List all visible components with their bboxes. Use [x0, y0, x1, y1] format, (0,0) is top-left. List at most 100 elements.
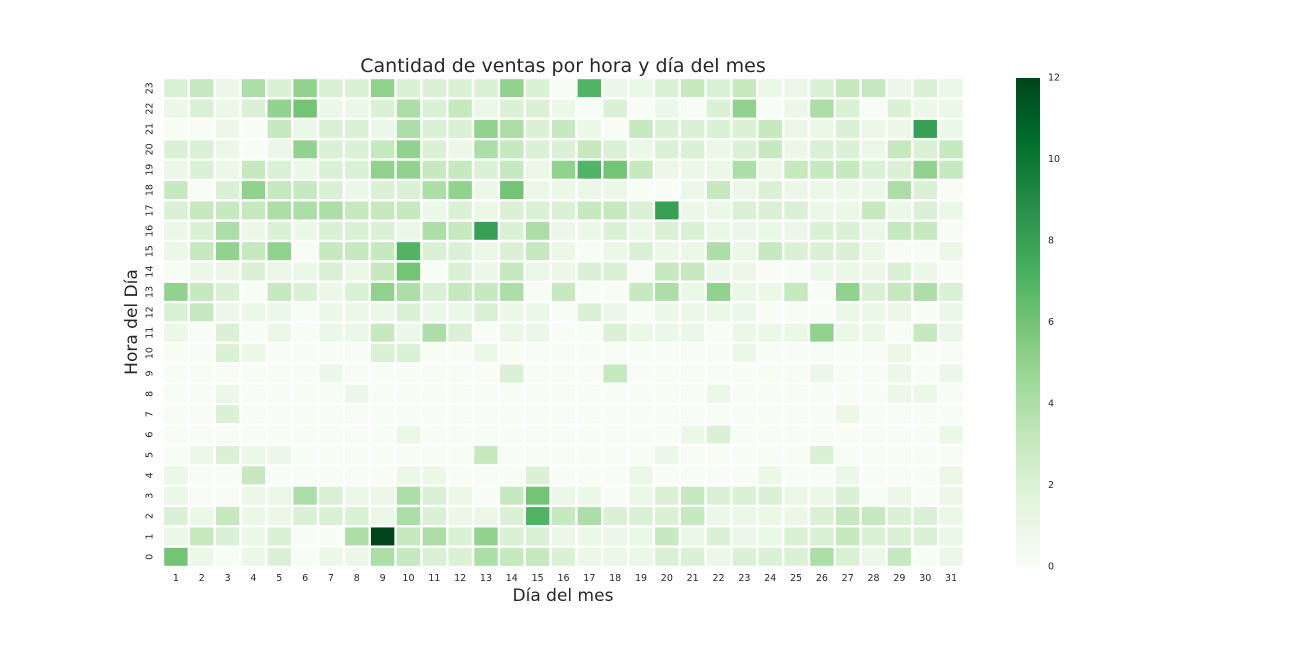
y-tick-label: 11	[145, 327, 156, 339]
heatmap-cell	[887, 181, 912, 200]
heatmap-cell	[164, 547, 188, 566]
heatmap-cell	[267, 507, 291, 526]
heatmap-cell	[267, 344, 291, 363]
heatmap-cell	[861, 140, 886, 159]
heatmap-cell	[551, 282, 576, 301]
heatmap-cell	[241, 364, 266, 383]
x-tick-label: 9	[380, 573, 386, 584]
heatmap-cell	[396, 262, 421, 281]
heatmap-cell	[758, 303, 782, 322]
x-tick-label: 6	[302, 573, 308, 584]
heatmap-cell	[810, 140, 834, 159]
heatmap-cell	[939, 384, 963, 403]
heatmap-cell	[680, 323, 705, 342]
heatmap-cell	[732, 242, 757, 261]
heatmap-cell	[215, 405, 240, 424]
heatmap-cell	[370, 303, 395, 322]
heatmap-cell	[629, 425, 653, 444]
heatmap-cell	[422, 527, 447, 546]
heatmap-cell	[810, 79, 834, 98]
heatmap-cell	[784, 445, 808, 464]
heatmap-cell	[319, 507, 343, 526]
heatmap-cell	[758, 323, 782, 342]
heatmap-cell	[861, 466, 886, 485]
heatmap-cell	[422, 547, 447, 566]
heatmap-cell	[836, 79, 860, 98]
heatmap-cell	[603, 160, 627, 179]
heatmap-cell	[448, 303, 472, 322]
heatmap-cell	[293, 405, 317, 424]
heatmap-cell	[474, 323, 498, 342]
heatmap-cell	[551, 405, 576, 424]
heatmap-cell	[913, 99, 937, 118]
heatmap-cell	[836, 282, 860, 301]
x-axis-label: Día del mes	[513, 586, 614, 606]
heatmap-cell	[319, 527, 343, 546]
heatmap-cell	[887, 242, 912, 261]
heatmap-cell	[939, 79, 963, 98]
y-tick-label: 1	[145, 533, 156, 539]
heatmap-cell	[474, 364, 498, 383]
x-tick-label: 18	[609, 573, 621, 584]
heatmap-cell	[810, 384, 834, 403]
heatmap-cell	[836, 160, 860, 179]
heatmap-cell	[267, 201, 291, 220]
heatmap-cell	[319, 160, 343, 179]
heatmap-cell	[267, 160, 291, 179]
x-tick-label: 8	[354, 573, 360, 584]
heatmap-cell	[396, 445, 421, 464]
heatmap-cell	[370, 221, 395, 240]
heatmap-cell	[577, 547, 602, 566]
heatmap-cell	[784, 527, 808, 546]
heatmap-cell	[164, 364, 188, 383]
heatmap-cell	[293, 303, 317, 322]
heatmap-cell	[345, 262, 369, 281]
heatmap-cell	[370, 384, 395, 403]
x-tick-label: 26	[816, 573, 828, 584]
heatmap-cell	[345, 527, 369, 546]
heatmap-cell	[190, 364, 214, 383]
y-tick-label: 14	[145, 266, 156, 278]
heatmap-cell	[758, 527, 782, 546]
heatmap-cell	[836, 364, 860, 383]
heatmap-cell	[345, 79, 369, 98]
heatmap-cell	[500, 466, 524, 485]
heatmap-cell	[422, 221, 447, 240]
heatmap-cell	[422, 119, 447, 138]
heatmap-cell	[215, 181, 240, 200]
heatmap-cell	[551, 99, 576, 118]
heatmap-cell	[551, 221, 576, 240]
heatmap-cell	[525, 99, 550, 118]
heatmap-cell	[345, 364, 369, 383]
heatmap-cell	[215, 79, 240, 98]
heatmap-cell	[500, 160, 524, 179]
heatmap-cell	[422, 201, 447, 220]
heatmap-cell	[655, 303, 679, 322]
heatmap-cell	[655, 486, 679, 505]
heatmap-cell	[267, 486, 291, 505]
heatmap-cell	[525, 201, 550, 220]
heatmap-cell	[551, 119, 576, 138]
heatmap-cell	[319, 181, 343, 200]
heatmap-cell	[448, 119, 472, 138]
heatmap-cell	[577, 262, 602, 281]
heatmap-cell	[500, 405, 524, 424]
heatmap-cell	[345, 425, 369, 444]
heatmap-cell	[293, 323, 317, 342]
heatmap-cell	[603, 527, 627, 546]
heatmap-cell	[293, 79, 317, 98]
heatmap-cell	[655, 242, 679, 261]
heatmap-cell	[396, 201, 421, 220]
heatmap-cell	[474, 344, 498, 363]
heatmap-cell	[422, 140, 447, 159]
heatmap-cell	[629, 364, 653, 383]
heatmap-cell	[241, 221, 266, 240]
heatmap-cell	[758, 181, 782, 200]
heatmap-cell	[474, 486, 498, 505]
heatmap-cell	[474, 119, 498, 138]
heatmap-cell	[732, 466, 757, 485]
heatmap-cell	[706, 79, 731, 98]
heatmap-cell	[345, 201, 369, 220]
heatmap-cell	[836, 323, 860, 342]
heatmap-cell	[655, 119, 679, 138]
